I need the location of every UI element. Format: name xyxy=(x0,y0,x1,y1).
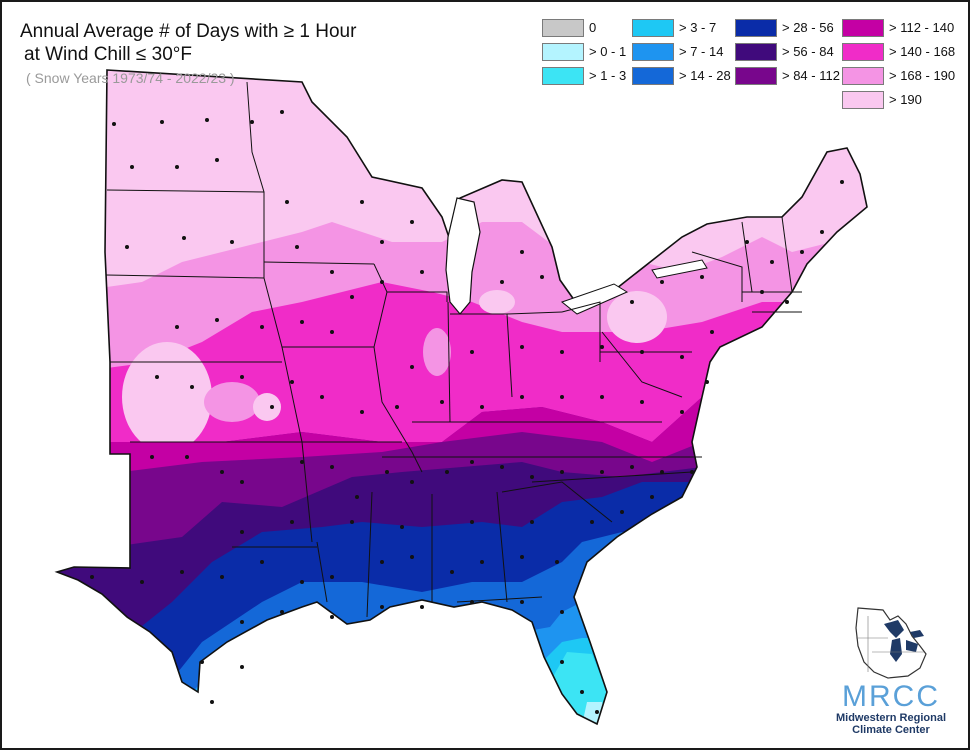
legend-label: > 3 - 7 xyxy=(679,20,717,35)
legend-label: > 14 - 28 xyxy=(679,68,731,83)
lake-erie xyxy=(560,283,629,315)
legend-swatch xyxy=(735,67,777,85)
station-markers xyxy=(90,110,844,714)
legend-label: > 1 - 3 xyxy=(589,68,627,83)
legend-label: > 140 - 168 xyxy=(889,44,956,59)
legend-label: > 28 - 56 xyxy=(782,20,834,35)
legend-label: > 7 - 14 xyxy=(679,44,724,59)
state-borders xyxy=(105,81,802,618)
map-title-line-1: Annual Average # of Days with ≥ 1 Hour xyxy=(20,21,357,42)
map-title-block: Annual Average # of Days with ≥ 1 Hour a… xyxy=(20,20,356,86)
legend-swatch xyxy=(632,67,674,85)
logo-line-1: Midwestern Regional xyxy=(835,712,947,724)
map-title-line-2: at Wind Chill ≤ 30°F xyxy=(24,44,192,65)
legend-swatch xyxy=(542,19,584,37)
map-subtitle: ( Snow Years 1973/74 - 2022/23 ) xyxy=(26,70,235,86)
legend-label: 0 xyxy=(589,20,597,35)
lake-michigan xyxy=(445,197,481,315)
legend-swatch xyxy=(735,19,777,37)
legend-swatch xyxy=(542,43,584,61)
legend-label: > 112 - 140 xyxy=(889,20,955,35)
midwest-region-icon xyxy=(855,607,927,679)
legend-swatch xyxy=(842,43,884,61)
logo-line-2: Climate Center xyxy=(852,724,930,736)
legend-swatch xyxy=(842,67,884,85)
legend-label: > 0 - 1 xyxy=(589,44,627,59)
lake-ontario xyxy=(651,259,708,279)
legend-swatch xyxy=(842,19,884,37)
legend-swatch xyxy=(632,19,674,37)
mrcc-logo: MRCC Midwestern Regional Climate Center xyxy=(828,602,954,736)
legend-label: > 190 xyxy=(889,92,922,107)
logo-acronym: MRCC xyxy=(842,680,940,713)
legend-label: > 168 - 190 xyxy=(889,68,956,83)
legend-swatch xyxy=(842,91,884,109)
legend-label: > 84 - 112 xyxy=(782,68,840,83)
legend-label: > 56 - 84 xyxy=(782,44,834,59)
legend-swatch xyxy=(632,43,674,61)
legend-swatch xyxy=(542,67,584,85)
legend-swatch xyxy=(735,43,777,61)
